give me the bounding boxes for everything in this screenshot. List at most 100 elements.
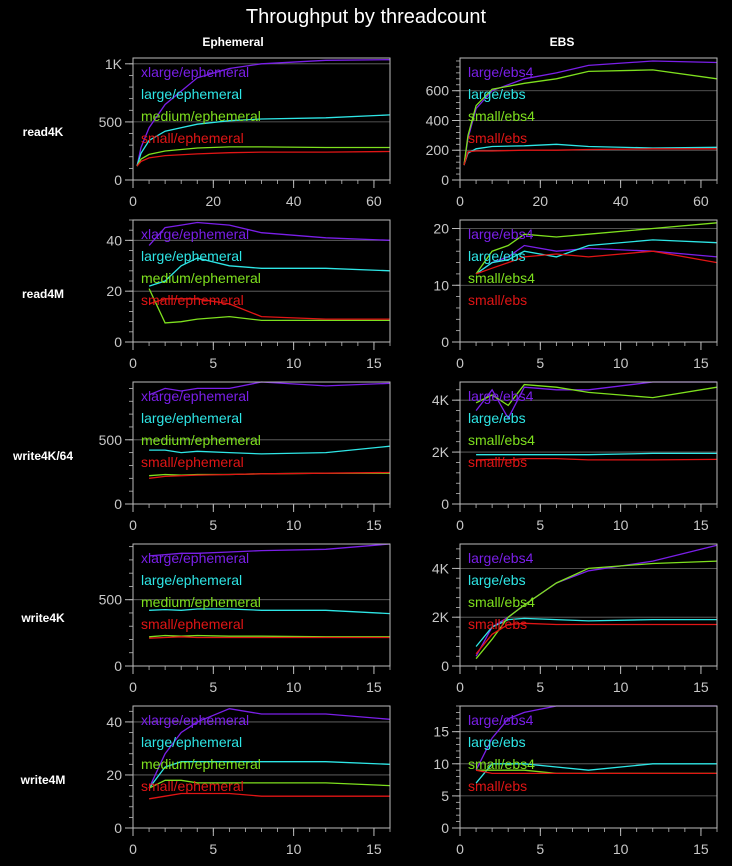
panel-7-series-line [475, 622, 717, 655]
panel-1-series-line [463, 69, 718, 166]
panel-7-xtick-label: 10 [613, 679, 629, 695]
panel-8-ytick-label: 20 [106, 767, 122, 783]
panel-8-legend-label: xlarge/ephemeral [141, 712, 249, 728]
row-header-write4k: write4K [21, 611, 65, 625]
panel-3-series-line [475, 222, 718, 275]
panel-2-ytick-label: 20 [106, 283, 122, 299]
panel-1-xtick-label: 20 [533, 193, 549, 209]
panel-2-legend-label: small/ephemeral [141, 292, 244, 308]
panel-7-legend-label: small/ebs4 [468, 594, 535, 610]
panel-9-legend-label: small/ebs4 [468, 756, 535, 772]
panel-0-xtick-label: 60 [366, 193, 382, 209]
panel-8-xtick-label: 10 [286, 841, 302, 857]
panel-1-ytick-label: 200 [426, 142, 450, 158]
panel-4-legend-label: small/ephemeral [141, 454, 244, 470]
panel-4-xtick-label: 5 [209, 517, 217, 533]
panel-0-legend-label: large/ephemeral [141, 86, 242, 102]
panel-3-xtick-label: 10 [613, 355, 629, 371]
panel-6-ytick-label: 500 [99, 592, 123, 608]
panel-6-series-line [149, 608, 391, 615]
row-header-write4m: write4M [20, 773, 66, 787]
panel-1-ytick-label: 600 [426, 83, 450, 99]
panel-8-ytick-label: 0 [114, 820, 122, 836]
panel-6-legend-label: xlarge/ephemeral [141, 550, 249, 566]
panel-2-ytick-label: 40 [106, 232, 122, 248]
panel-5-xtick-label: 10 [613, 517, 629, 533]
panel-0-legend-label: small/ephemeral [141, 130, 244, 146]
panel-6-legend-label: medium/ephemeral [141, 594, 261, 610]
panel-8-legend-label: small/ephemeral [141, 778, 244, 794]
panel-0-series-line [136, 114, 391, 167]
panel-9-ytick-label: 0 [441, 820, 449, 836]
panel-2-legend-label: medium/ephemeral [141, 270, 261, 286]
panel-2-xtick-label: 10 [286, 355, 302, 371]
panel-1-xtick-label: 0 [456, 193, 464, 209]
panel-8-xtick-label: 15 [366, 841, 382, 857]
chart-title: Throughput by threadcount [245, 6, 487, 28]
column-header-ebs: EBS [549, 35, 575, 49]
panel-6-series-line [149, 543, 391, 557]
panel-3-legend-label: small/ebs [468, 292, 527, 308]
panel-4-ytick-label: 0 [114, 496, 122, 512]
panel-3-ytick-label: 10 [433, 277, 449, 293]
panel-5-ytick-label: 4K [432, 392, 450, 408]
panel-8-legend-label: medium/ephemeral [141, 756, 261, 772]
panel-1-xtick-label: 40 [613, 193, 629, 209]
panel-4-legend-label: xlarge/ephemeral [141, 388, 249, 404]
panel-6-legend-label: small/ephemeral [141, 616, 244, 632]
panel-3-xtick-label: 15 [693, 355, 709, 371]
panel-2-xtick-label: 0 [129, 355, 137, 371]
panel-5-legend-label: small/ebs4 [468, 432, 535, 448]
panel-7-legend-label: large/ebs [468, 572, 526, 588]
panel-9-xtick-label: 15 [693, 841, 709, 857]
panel-1-legend-label: small/ebs4 [468, 108, 535, 124]
panel-9-ytick-label: 15 [433, 724, 449, 740]
panel-6-xtick-label: 5 [209, 679, 217, 695]
panel-6-legend-label: large/ephemeral [141, 572, 242, 588]
panel-6-ytick-label: 0 [114, 658, 122, 674]
panel-8-xtick-label: 0 [129, 841, 137, 857]
panel-5-ytick-label: 0 [441, 496, 449, 512]
panel-7-xtick-label: 5 [536, 679, 544, 695]
panel-2-series-line [148, 288, 390, 324]
panel-0-legend-label: medium/ephemeral [141, 108, 261, 124]
panel-9-legend-label: large/ebs4 [468, 712, 534, 728]
panel-5-xtick-label: 5 [536, 517, 544, 533]
panel-0-xtick-label: 0 [129, 193, 137, 209]
panel-5-ytick-label: 2K [432, 444, 450, 460]
panel-0-xtick-label: 40 [286, 193, 302, 209]
panel-6-series-line [149, 636, 390, 639]
panel-8-series-line [148, 761, 391, 789]
panel-4-series-line [149, 471, 391, 479]
panel-5-xtick-label: 15 [693, 517, 709, 533]
panel-9-xtick-label: 0 [456, 841, 464, 857]
panel-7-ytick-label: 4K [432, 560, 450, 576]
panel-8-ytick-label: 40 [106, 714, 122, 730]
panel-9-series-line [475, 763, 717, 784]
panel-0-series-line [136, 150, 391, 167]
panel-3-legend-label: large/ebs [468, 248, 526, 264]
panel-5-legend-label: small/ebs [468, 454, 527, 470]
panel-4-xtick-label: 0 [129, 517, 137, 533]
panel-0-ytick-label: 1K [105, 56, 123, 72]
panel-9-ytick-label: 5 [441, 788, 449, 804]
panel-0-ytick-label: 500 [99, 114, 123, 130]
panel-7-ytick-label: 0 [441, 658, 449, 674]
panel-1-legend-label: large/ebs4 [468, 64, 534, 80]
panel-7-ytick-label: 2K [432, 609, 450, 625]
panel-2-legend-label: xlarge/ephemeral [141, 226, 249, 242]
panel-8-series-line [148, 792, 390, 800]
panel-4-legend-label: large/ephemeral [141, 410, 242, 426]
panel-6-xtick-label: 10 [286, 679, 302, 695]
panel-3-legend-label: small/ebs4 [468, 270, 535, 286]
panel-3-legend-label: large/ebs4 [468, 226, 534, 242]
column-header-ephemeral: Ephemeral [202, 35, 264, 49]
panel-3-series-line [475, 250, 718, 275]
panel-2-series-line [148, 257, 391, 287]
panel-5-legend-label: large/ebs4 [468, 388, 534, 404]
panel-2-ytick-label: 0 [114, 334, 122, 350]
panel-3-series-line [475, 239, 718, 275]
panel-7-legend-label: large/ebs4 [468, 550, 534, 566]
panel-2-series-line [148, 298, 390, 320]
